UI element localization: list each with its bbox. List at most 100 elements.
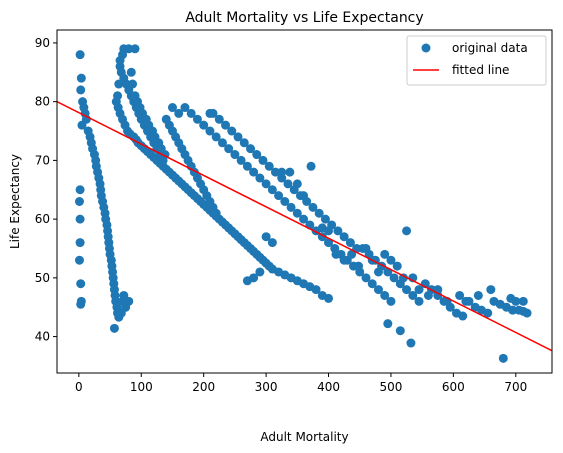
y-tick-label: 80: [35, 95, 50, 109]
data-point: [115, 56, 125, 66]
data-point: [292, 179, 302, 189]
data-point: [518, 296, 528, 306]
fitted-line: [57, 100, 552, 352]
data-point: [286, 202, 296, 212]
data-point: [74, 197, 84, 206]
x-tick-label: 600: [442, 380, 465, 394]
data-point: [314, 208, 324, 218]
data-point: [506, 293, 516, 303]
data-point: [458, 311, 468, 321]
data-point: [353, 261, 363, 271]
data-point: [455, 290, 465, 300]
data-point: [402, 285, 412, 295]
legend-label-original-data: original data: [452, 41, 528, 55]
data-point: [320, 214, 330, 224]
y-tick-label: 50: [35, 271, 50, 285]
data-point: [214, 114, 224, 124]
data-point: [77, 120, 87, 130]
data-point: [246, 144, 256, 154]
data-point: [299, 191, 309, 201]
data-point: [402, 226, 412, 236]
data-point: [167, 103, 177, 113]
data-point: [75, 185, 85, 195]
legend-label-fitted-line: fitted line: [452, 63, 509, 77]
data-point: [211, 208, 221, 218]
data-point: [116, 67, 126, 77]
data-point: [76, 85, 86, 95]
y-tick-label: 40: [35, 330, 50, 344]
data-point: [392, 261, 402, 271]
data-point: [386, 255, 396, 265]
data-point: [126, 67, 136, 77]
data-point: [255, 267, 265, 277]
data-point: [522, 308, 532, 318]
data-point: [292, 208, 302, 218]
data-point: [270, 167, 280, 177]
data-point: [306, 161, 316, 171]
data-point: [483, 308, 493, 318]
data-point: [461, 296, 471, 306]
data-point: [221, 120, 231, 130]
data-point: [75, 238, 85, 248]
data-point: [311, 285, 321, 295]
fitted-line-layer: [57, 100, 552, 352]
data-point: [211, 132, 221, 142]
data-point: [406, 338, 416, 348]
data-point: [277, 167, 287, 177]
data-point: [324, 238, 334, 248]
x-tick-label: 700: [504, 380, 527, 394]
plot-area: [57, 44, 552, 363]
data-point: [76, 299, 86, 309]
legend-marker-original-data: [421, 43, 431, 53]
x-axis-label: Adult Mortality: [260, 430, 348, 444]
data-point: [283, 179, 293, 189]
data-point: [508, 305, 518, 315]
data-point: [414, 296, 424, 306]
data-point: [333, 226, 343, 236]
data-point: [373, 267, 383, 277]
data-point: [339, 255, 349, 265]
data-point: [383, 319, 393, 329]
data-point: [339, 232, 349, 242]
data-point: [230, 150, 240, 160]
data-point: [252, 150, 262, 160]
data-point: [217, 138, 227, 148]
legend: original data fitted line: [406, 35, 547, 86]
x-tick-label: 400: [317, 380, 340, 394]
chart-title: Adult Mortality vs Life Expectancy: [185, 10, 423, 26]
data-point: [208, 108, 218, 118]
data-point: [267, 185, 277, 195]
data-point: [242, 161, 252, 171]
data-point: [331, 249, 341, 259]
y-axis: 40 50 60 70 80 90: [35, 36, 57, 344]
data-point: [124, 296, 134, 306]
data-point: [367, 279, 377, 289]
data-point: [116, 308, 126, 318]
data-point: [285, 167, 295, 177]
x-tick-label: 200: [192, 380, 215, 394]
data-point: [239, 138, 249, 148]
data-point: [174, 108, 184, 118]
data-point: [109, 323, 119, 333]
data-point: [258, 155, 268, 165]
y-tick-label: 70: [35, 153, 50, 167]
data-point: [280, 197, 290, 206]
data-point: [498, 353, 508, 363]
data-point: [199, 120, 209, 130]
data-point: [264, 161, 274, 171]
y-tick-label: 60: [35, 212, 50, 226]
axes-frame: [56, 29, 553, 374]
data-point: [75, 50, 85, 60]
data-point: [261, 232, 271, 242]
data-point: [347, 249, 357, 259]
data-point: [324, 226, 334, 236]
data-point: [361, 273, 371, 283]
data-point: [76, 279, 86, 289]
data-point: [255, 173, 265, 183]
data-point: [380, 290, 390, 300]
data-point: [486, 285, 496, 295]
data-point: [389, 273, 399, 283]
data-point: [227, 126, 237, 136]
data-point: [299, 214, 309, 224]
